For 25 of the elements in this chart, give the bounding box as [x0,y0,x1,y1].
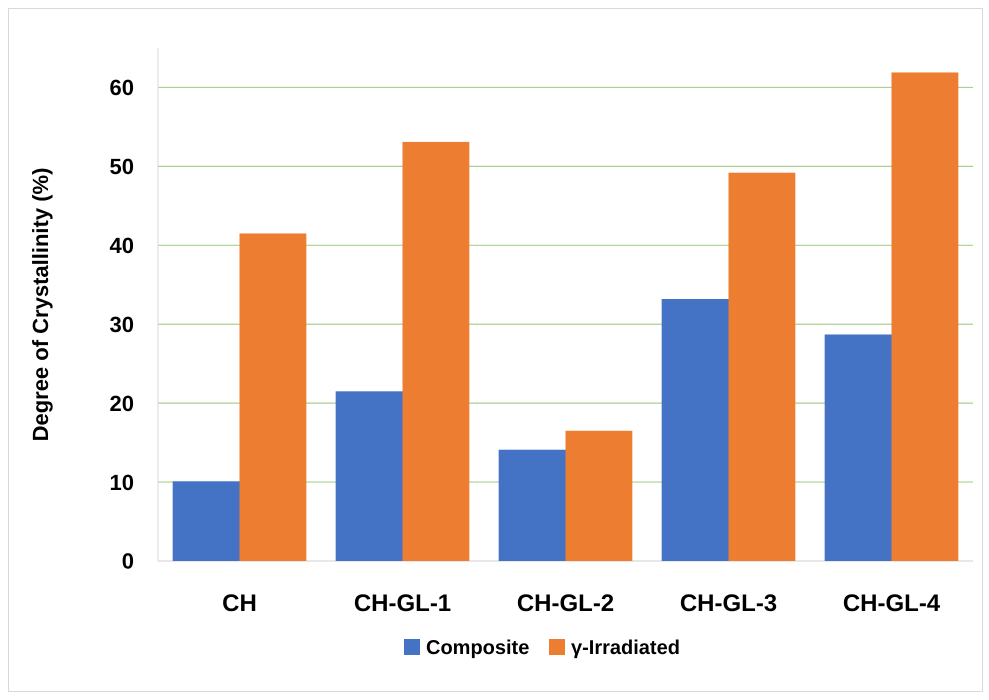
bar [402,142,470,561]
bar [662,298,728,561]
bar [336,391,402,561]
bar [566,430,632,561]
bar [728,172,796,561]
x-tick-label: CH-GL-3 [680,590,778,617]
x-tick-label: CH-GL-4 [842,590,941,617]
y-tick-label: 60 [110,75,134,100]
y-axis-title: Degree of Crystallinity (%) [28,168,53,442]
x-tick-label: CH-GL-2 [516,590,614,617]
x-tick-label: CH-GL-1 [354,590,452,617]
bar [892,72,958,561]
y-tick-label: 50 [110,154,134,180]
y-tick-label: 20 [110,390,134,416]
y-tick-label: 10 [110,470,134,495]
y-tick-label: 30 [110,312,134,337]
bar [172,481,240,561]
bar [240,233,306,561]
bar [824,334,892,561]
y-tick-label: 0 [122,548,134,574]
y-tick-label: 40 [110,233,134,258]
legend-label: γ-Irradiated [571,637,680,659]
bar [498,450,566,561]
legend-label: Composite [426,637,530,659]
x-tick-label: CH [222,590,257,617]
